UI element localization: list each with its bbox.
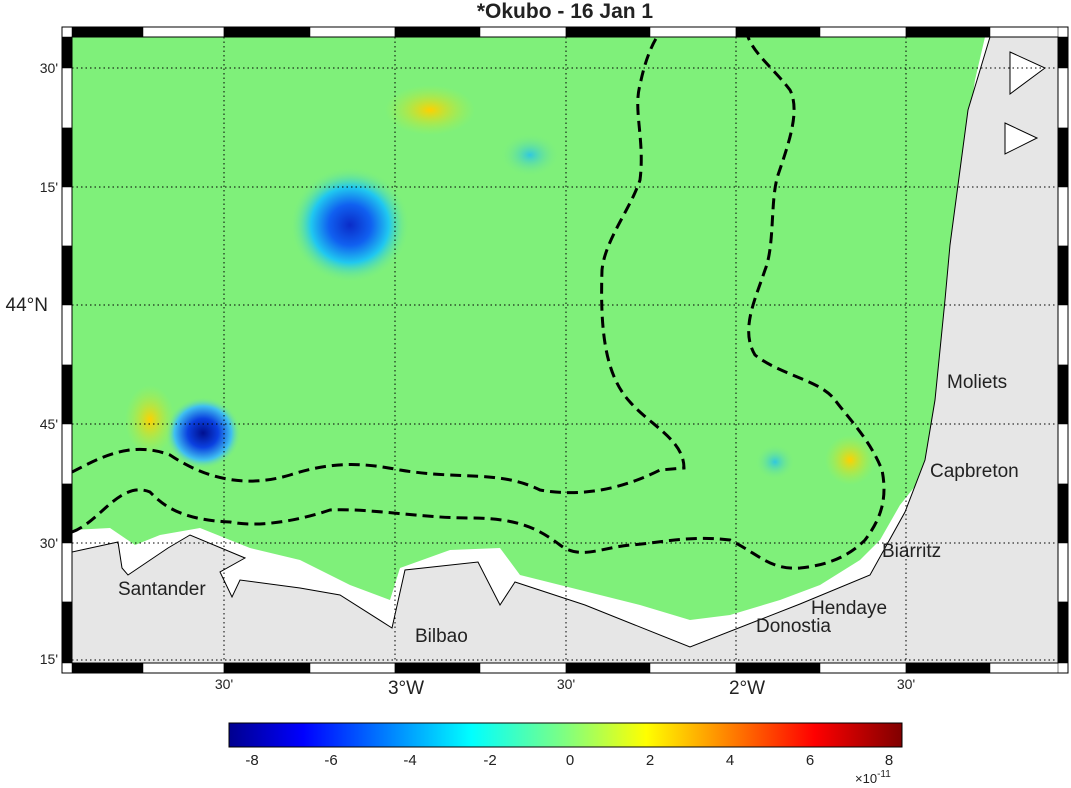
contour-line-2 — [72, 37, 886, 570]
frame-segment — [1057, 186, 1069, 247]
colorbar — [228, 722, 903, 748]
frame-segment — [1057, 542, 1069, 603]
y-tick-label: 45' — [40, 416, 58, 432]
cyclonic-eddy-south — [165, 397, 241, 469]
colorbar-multiplier: ×10-11 — [855, 769, 891, 786]
frame-segment — [479, 662, 567, 674]
y-tick-label-major: 44°N — [6, 295, 48, 316]
frame-segment — [989, 662, 1059, 674]
frame-segment — [1057, 127, 1069, 188]
frame-segment — [819, 662, 907, 674]
graticule — [72, 37, 1058, 663]
colorbar-tick-label: 0 — [566, 752, 574, 769]
frame-segment — [735, 26, 821, 38]
frame-segment — [1057, 423, 1069, 485]
x-tick-label-major: 3°W — [388, 678, 424, 699]
y-tick-label: 30' — [40, 60, 58, 76]
frame-segment — [61, 483, 73, 544]
negative-anomaly-east — [755, 444, 795, 480]
frame-segment — [223, 662, 311, 674]
positive-anomaly-east — [825, 435, 875, 485]
frame-segment — [649, 26, 737, 38]
colorbar-tick-label: 2 — [646, 752, 654, 769]
colorbar-tick-label: -6 — [324, 752, 337, 769]
y-tick-label: 15' — [40, 179, 58, 195]
colorbar-tick-label: -2 — [483, 752, 496, 769]
frame-segment — [479, 26, 567, 38]
frame-segment — [61, 67, 73, 129]
frame-segment — [61, 186, 73, 247]
frame-segment — [61, 36, 73, 69]
frame-segment — [61, 304, 73, 366]
plot-outline — [71, 36, 1059, 664]
x-tick-label: 30' — [557, 676, 575, 692]
frame-segment — [905, 662, 991, 674]
frame-segment — [61, 364, 73, 425]
frame-segment — [309, 662, 396, 674]
frame-segment — [1057, 304, 1069, 366]
frame-segment — [223, 26, 311, 38]
contour-line-1 — [72, 37, 686, 495]
frame-segment — [61, 423, 73, 485]
colorbar-ticks: -8 -6 -4 -2 0 2 4 6 8 — [245, 752, 893, 769]
colorbar-tick-label: 4 — [726, 752, 734, 769]
positive-anomaly-west — [125, 385, 175, 455]
colorbar-tick-label: 8 — [885, 752, 893, 769]
frame-segment — [1057, 601, 1069, 664]
place-label-santander: Santander — [118, 579, 206, 600]
frame-segment — [61, 542, 73, 603]
frame-segment — [565, 26, 651, 38]
y-tick-label: 15' — [40, 651, 58, 667]
cyclonic-eddy-north — [290, 167, 410, 283]
colorbar-tick-label: -8 — [245, 752, 258, 769]
frame-segment — [71, 662, 144, 674]
frame-segment — [1057, 245, 1069, 306]
frame-segment — [1057, 67, 1069, 129]
place-label-capbreton: Capbreton — [930, 461, 1019, 482]
place-label-moliets: Moliets — [947, 372, 1007, 393]
frame-segment — [1057, 36, 1069, 69]
frame-segment — [309, 26, 396, 38]
frame-segment — [71, 26, 144, 38]
place-label-hendaye: Hendaye — [811, 598, 887, 619]
frame-segment — [819, 26, 907, 38]
place-label-biarritz: Biarritz — [882, 541, 941, 562]
frame-segment — [61, 245, 73, 306]
frame-segment — [394, 662, 481, 674]
frame-segment — [905, 26, 991, 38]
frame-segment — [142, 662, 225, 674]
frame-segment — [649, 662, 737, 674]
positive-anomaly-north — [385, 85, 475, 135]
place-label-donostia: Donostia — [756, 616, 831, 637]
frame-segment — [1057, 364, 1069, 425]
frame-segment — [989, 26, 1059, 38]
x-tick-label: 30' — [897, 676, 915, 692]
frame-segment — [142, 26, 225, 38]
frame-segment — [735, 662, 821, 674]
x-tick-label-major: 2°W — [729, 678, 765, 699]
map-outline — [61, 26, 1069, 674]
frame-segment — [1057, 483, 1069, 544]
y-tick-label: 30' — [40, 535, 58, 551]
negative-anomaly-center — [500, 133, 560, 177]
map-border — [61, 26, 1069, 674]
plot-area — [72, 37, 1058, 663]
place-label-bilbao: Bilbao — [415, 626, 468, 647]
frame-segment — [565, 662, 651, 674]
colorbar-tick-label: 6 — [806, 752, 814, 769]
x-tick-label: 30' — [215, 676, 233, 692]
marker-triangle-1 — [1009, 51, 1046, 95]
frame-segment — [61, 127, 73, 188]
colorbar-tick-label: -4 — [403, 752, 416, 769]
frame-segment — [61, 601, 73, 664]
marker-triangle-2 — [1004, 122, 1039, 155]
frame-segment — [394, 26, 481, 38]
map-title: *Okubo - 16 Jan 1 — [477, 0, 654, 23]
